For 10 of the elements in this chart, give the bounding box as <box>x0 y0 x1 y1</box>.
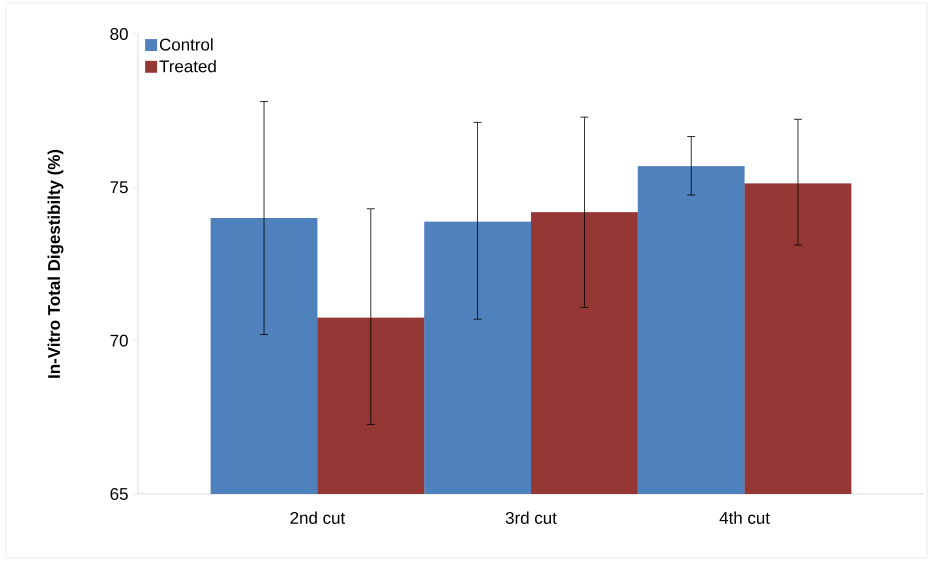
y-tick-label: 80 <box>110 28 128 40</box>
y-tick-label: 70 <box>110 334 128 347</box>
y-tick-label: 65 <box>110 488 128 500</box>
legend-label: Treated <box>159 60 216 72</box>
y-tick-label: 75 <box>110 181 128 194</box>
y-axis-title: In-Vitro Total Digestibilty (%) <box>48 150 64 378</box>
x-tick-label: 4th cut <box>720 512 770 524</box>
legend-label: Control <box>160 38 213 51</box>
x-tick-label: 2nd cut <box>290 512 346 524</box>
x-tick-label: 3rd cut <box>506 512 557 524</box>
